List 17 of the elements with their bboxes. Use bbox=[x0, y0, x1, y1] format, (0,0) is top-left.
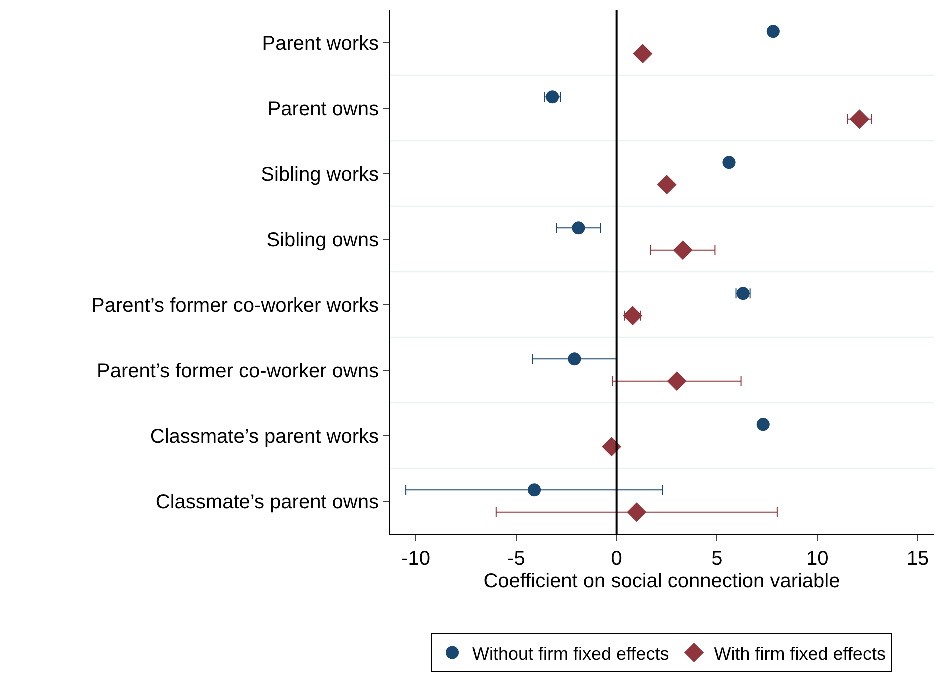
x-axis-title: Coefficient on social connection variable bbox=[484, 570, 840, 592]
y-tick-label: Parent owns bbox=[268, 98, 379, 120]
y-tick-label: Parent works bbox=[262, 32, 379, 55]
y-tick-label: Parent’s former co-worker owns bbox=[97, 360, 379, 382]
legend-label: With firm fixed effects bbox=[714, 644, 886, 664]
x-tick-label: 0 bbox=[611, 548, 622, 570]
y-tick-label: Classmate’s parent owns bbox=[156, 491, 379, 514]
legend-label: Without firm fixed effects bbox=[472, 644, 670, 664]
x-tick-label: -5 bbox=[508, 548, 526, 570]
x-tick-label: 10 bbox=[806, 548, 829, 570]
y-tick-label: Classmate’s parent works bbox=[150, 426, 379, 448]
y-tick-label: Sibling owns bbox=[266, 229, 379, 252]
y-tick-label: Sibling works bbox=[261, 164, 379, 186]
x-tick-label: 15 bbox=[906, 548, 930, 570]
x-tick-label: 5 bbox=[712, 548, 723, 570]
x-tick-label: -10 bbox=[402, 548, 431, 570]
y-tick-label: Parent’s former co-worker works bbox=[92, 294, 379, 317]
